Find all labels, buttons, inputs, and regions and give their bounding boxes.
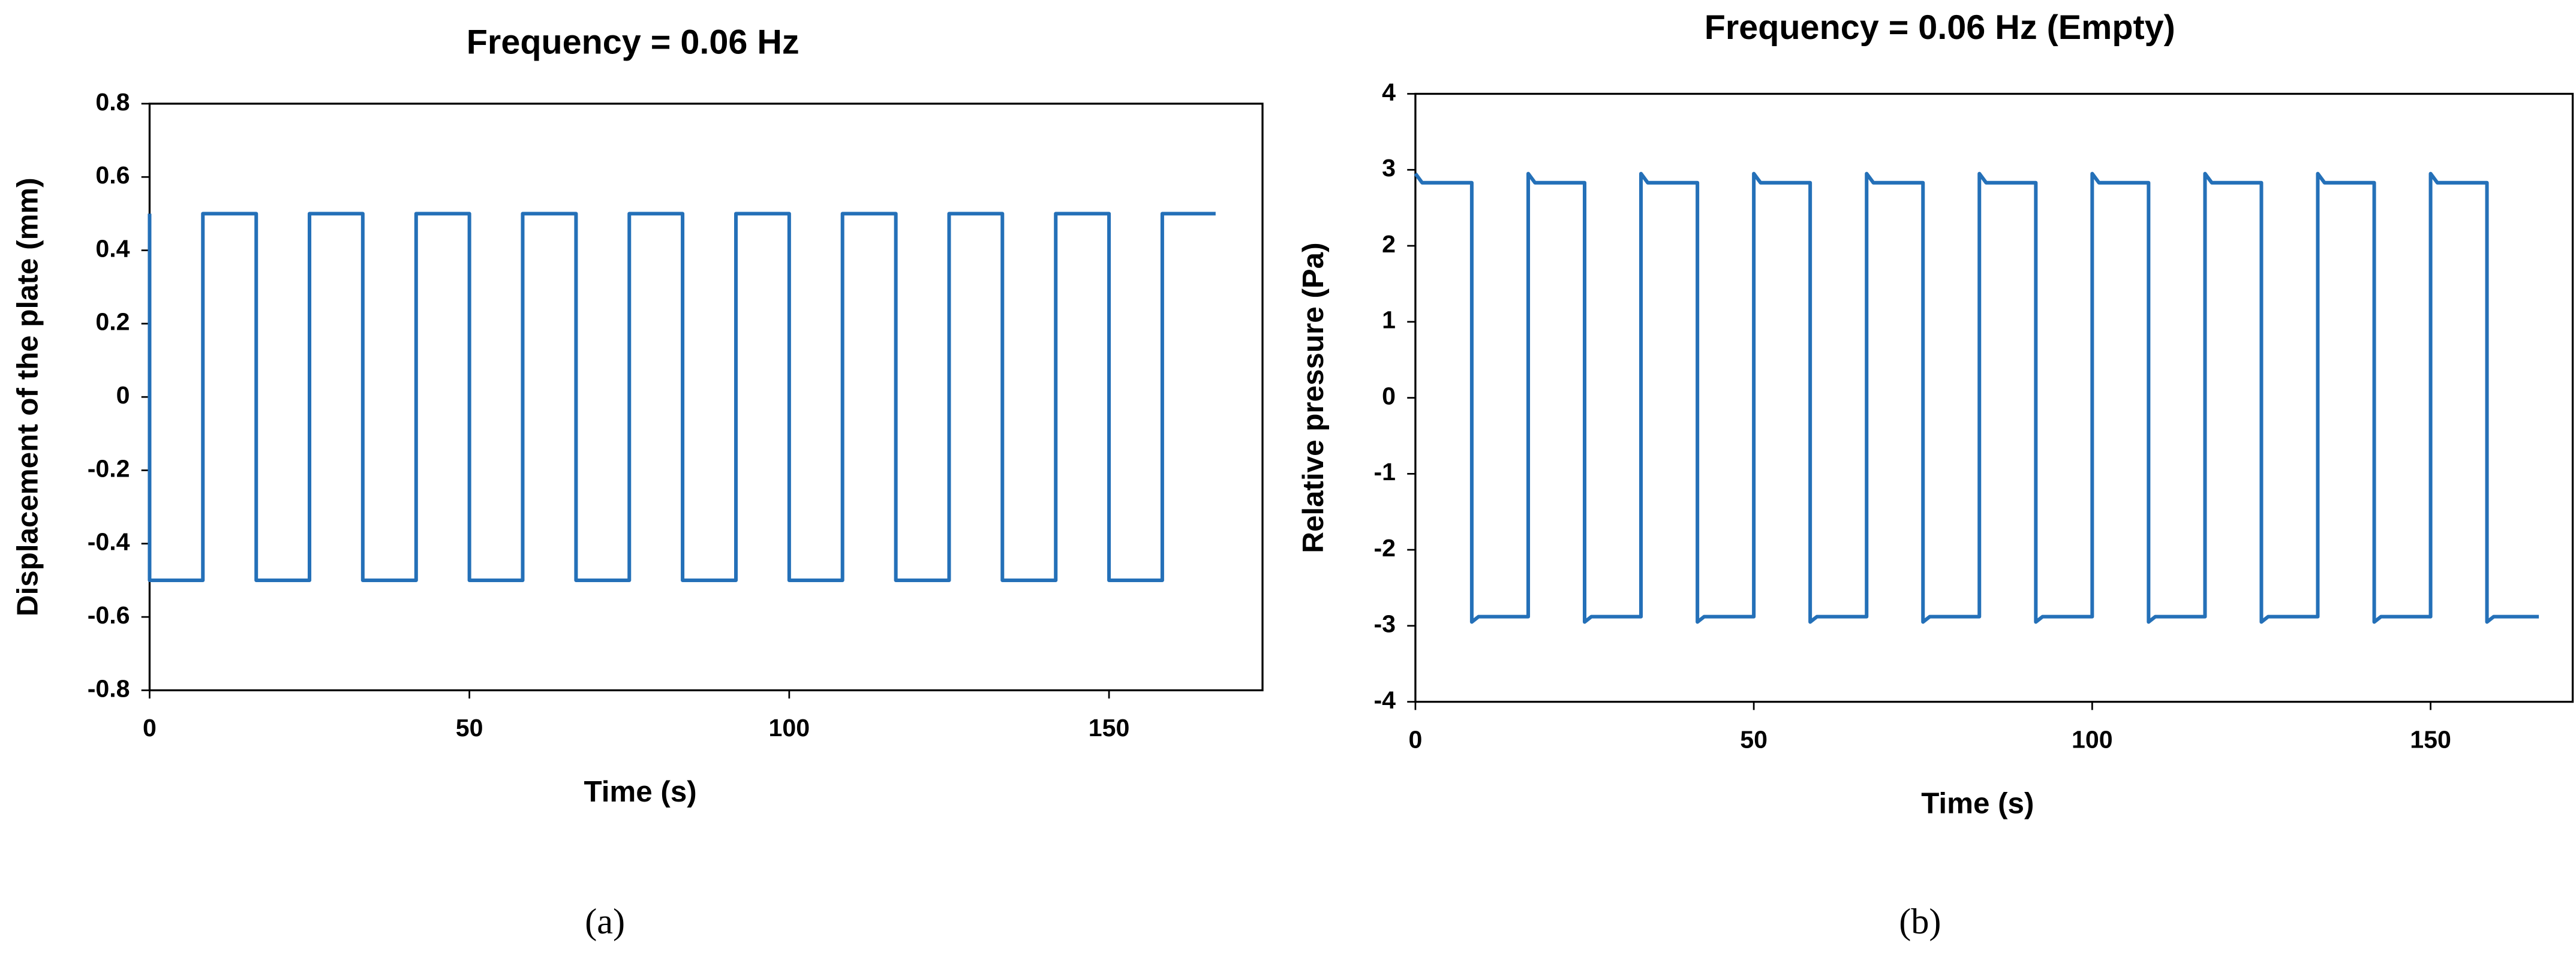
y-tick-label: 0 [116,381,130,409]
x-axis-title: Time (s) [1921,787,2034,820]
x-tick-label: 50 [1740,725,1768,753]
y-tick-label: -3 [1373,610,1396,638]
x-tick-label: 150 [1089,714,1130,742]
x-tick-label: 100 [769,714,810,742]
y-tick-label: -4 [1373,686,1396,713]
x-tick-label: 100 [2072,725,2113,753]
y-tick-label: -1 [1373,458,1396,486]
x-axis-title: Time (s) [584,775,696,808]
y-tick-label: -0.4 [88,528,130,556]
y-tick-label: 0.4 [95,234,130,262]
caption: (b) [1899,902,1941,942]
plot-frame [148,103,1264,692]
chart-title: Frequency = 0.06 Hz (Empty) [1705,8,2175,47]
y-tick-label: -0.8 [88,674,130,702]
y-tick-label: 0.8 [95,88,130,116]
y-tick-label: -0.6 [88,601,130,629]
y-tick-label: -2 [1373,534,1396,562]
caption: (a) [585,902,625,942]
x-tick-label: 0 [1408,725,1422,753]
y-tick-label: 4 [1382,78,1396,106]
y-axis-title: Displacement of the plate (mm) [11,177,44,616]
y-axis-title: Relative pressure (Pa) [1297,242,1330,553]
y-tick-label: 0.2 [95,308,130,336]
data-line [1414,171,2539,624]
y-tick-label: -0.2 [88,454,130,482]
y-tick-label: 0 [1382,382,1396,409]
chart-title: Frequency = 0.06 Hz [467,23,799,61]
x-tick-label: 0 [143,714,157,742]
y-tick-label: 3 [1382,154,1396,182]
y-tick-label: 1 [1382,306,1396,334]
plot-frame [1414,92,2574,703]
data-line [148,212,1216,582]
y-tick-label: 0.6 [95,161,130,189]
y-tick-label: 2 [1382,230,1396,258]
x-tick-label: 150 [2410,725,2451,753]
x-tick-label: 50 [456,714,483,742]
